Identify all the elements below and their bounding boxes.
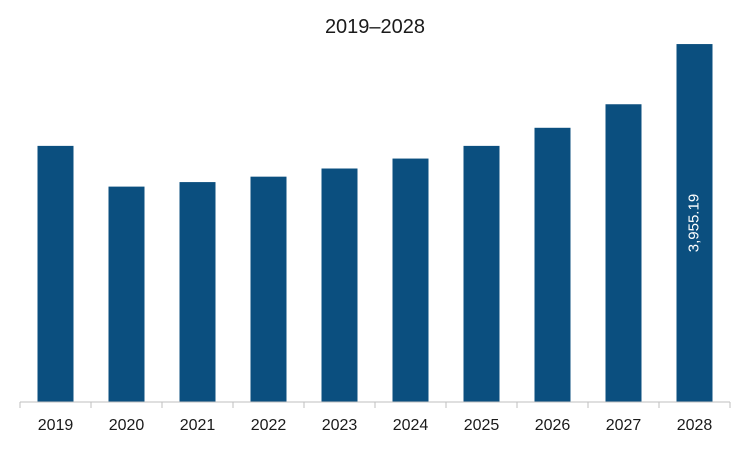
bar-2028 bbox=[676, 44, 713, 403]
chart-title: 2019–2028 bbox=[324, 16, 426, 38]
bar-2023 bbox=[321, 168, 358, 402]
bar-2020 bbox=[108, 186, 145, 402]
x-tick-label-2019: 2019 bbox=[38, 417, 74, 434]
x-tick-label-2020: 2020 bbox=[109, 417, 145, 434]
bar-2021 bbox=[179, 182, 216, 402]
x-tick-label-2021: 2021 bbox=[180, 417, 216, 434]
bar-2022 bbox=[250, 176, 287, 402]
bar-2019 bbox=[37, 145, 74, 402]
bar-2025 bbox=[463, 145, 500, 402]
x-tick-label-2023: 2023 bbox=[322, 417, 358, 434]
x-tick-label-2024: 2024 bbox=[393, 417, 429, 434]
x-tick-label-2025: 2025 bbox=[464, 417, 500, 434]
x-tick-label-2022: 2022 bbox=[251, 417, 287, 434]
x-tick-label-2026: 2026 bbox=[535, 417, 571, 434]
x-tick-label-2028: 2028 bbox=[677, 417, 713, 434]
x-tick-label-2027: 2027 bbox=[606, 417, 642, 434]
bar-2024 bbox=[392, 158, 429, 402]
data-label-2028: 3,955.19 bbox=[685, 194, 702, 252]
bar-2026 bbox=[534, 127, 571, 402]
bar-2027 bbox=[605, 104, 642, 402]
